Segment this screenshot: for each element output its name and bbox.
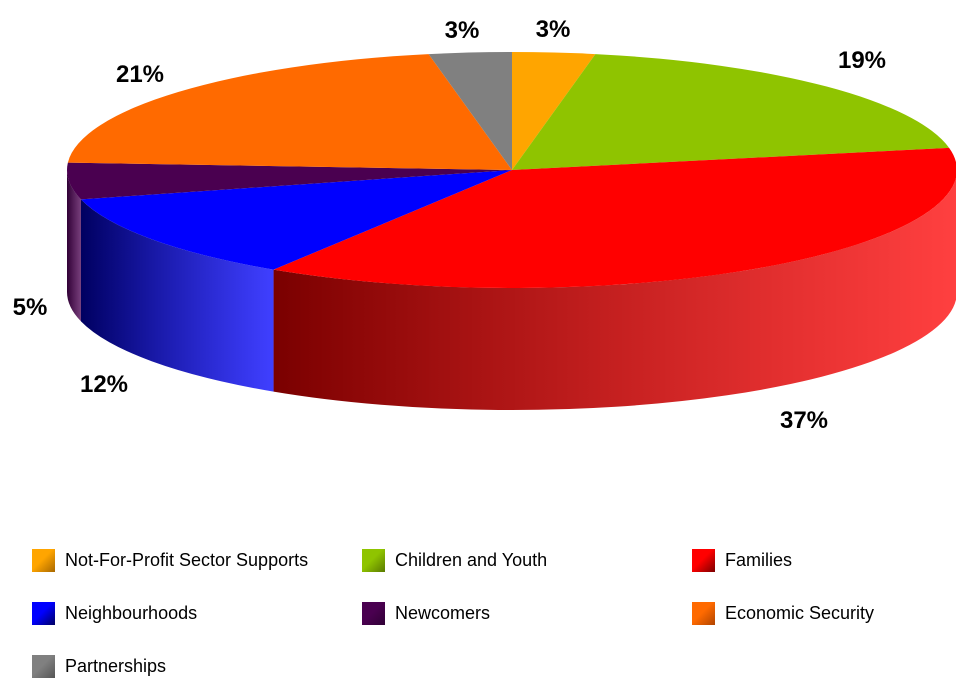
legend-swatch [362,601,385,625]
legend-swatch [692,548,715,572]
legend-swatch [362,548,385,572]
pie-side-neighbourhoods [80,199,274,392]
pie-slice-children-and-youth [512,54,950,170]
pie-slice-newcomers [66,162,512,200]
legend-item-economic-security: Economic Security [692,601,874,625]
pie-data-labels: 3% 19% 37% 12% 5% 21% 3% [13,16,886,434]
legend-label: Economic Security [725,602,875,623]
legend-swatch [692,601,715,625]
legend-item-families: Families [692,548,792,572]
data-label-economic-security: 21% [116,61,164,88]
data-label-neighbourhoods: 12% [80,371,128,398]
pie-sides [67,170,956,410]
legend-item-partnerships: Partnerships [32,654,166,678]
data-label-newcomers: 5% [13,294,48,321]
legend-label: Partnerships [65,655,167,676]
legend-swatch [32,654,55,678]
legend-swatch [32,601,55,625]
legend-label: Not-For-Profit Sector Supports [65,549,309,570]
legend-item-not-for-profit-sector-supports: Not-For-Profit Sector Supports [32,548,308,572]
pie-slice-families [273,147,956,288]
legend-label: Children and Youth [395,549,548,570]
pie-slice-partnerships [428,52,512,170]
pie-side-families [273,177,956,410]
pie-slice-not-for-profit-sector-supports [512,52,596,170]
legend-item-newcomers: Newcomers [362,601,490,625]
data-label-not-for-profit-sector-supports: 3% [536,16,571,43]
data-label-partnerships: 3% [445,17,480,44]
pie-slice-economic-security [67,54,512,170]
data-label-families: 37% [780,407,828,434]
pie-slice-neighbourhoods [80,170,512,270]
legend-swatch [32,548,55,572]
legend-item-neighbourhoods: Neighbourhoods [32,601,197,625]
legend-item-children-and-youth: Children and Youth [362,548,547,572]
legend-label: Neighbourhoods [65,602,198,623]
data-label-children-and-youth: 19% [838,47,886,74]
pie-side-newcomers [67,170,81,322]
legend-label: Families [725,549,793,570]
pie-tops [66,52,956,288]
legend-label: Newcomers [395,602,491,623]
